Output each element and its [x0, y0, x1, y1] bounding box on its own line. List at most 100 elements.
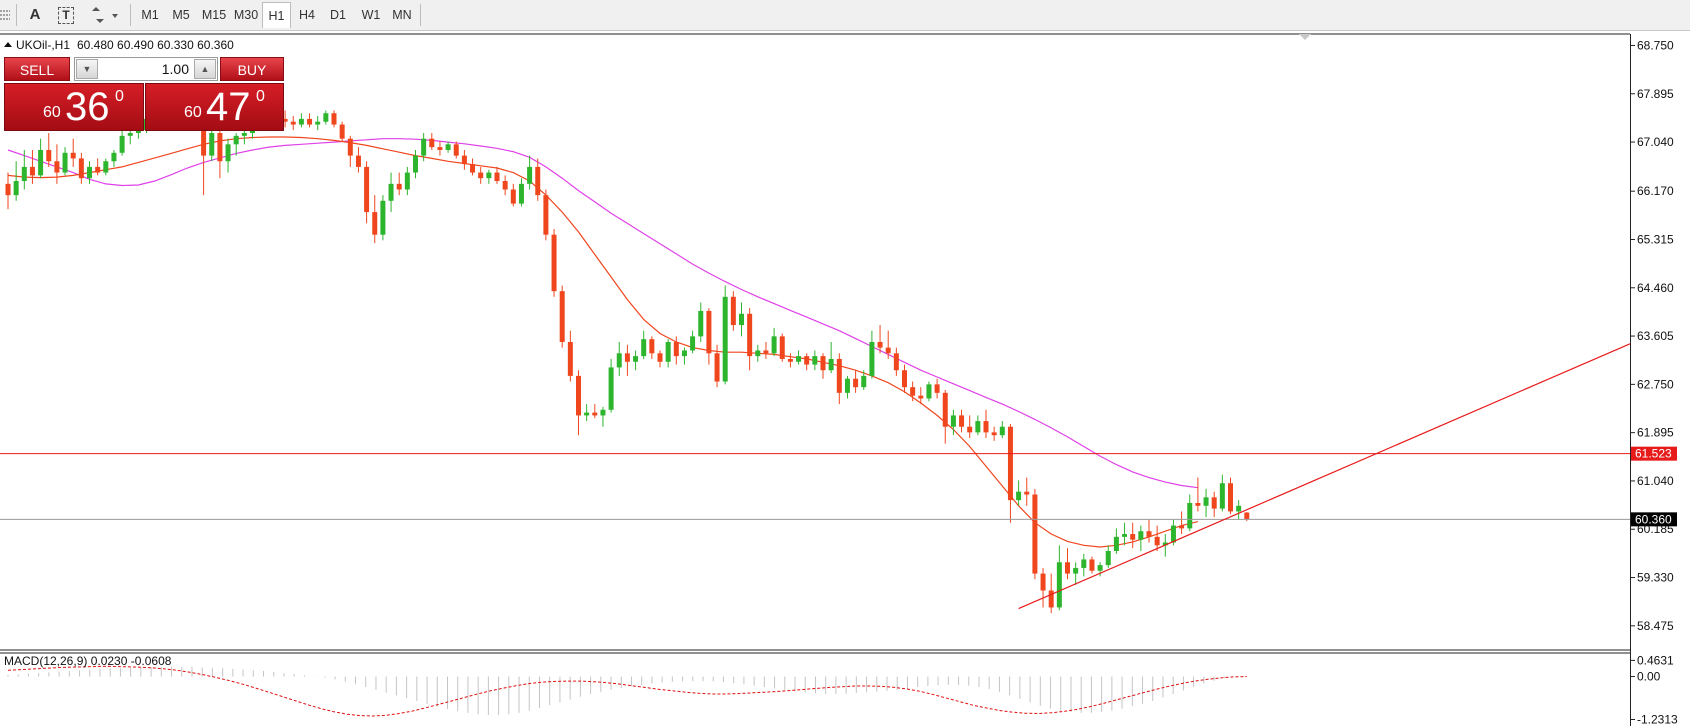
- tf-h1[interactable]: H1: [262, 2, 291, 28]
- candle-body: [999, 426, 1005, 436]
- candle-body: [763, 350, 769, 354]
- candle-body: [836, 358, 842, 393]
- candles: [5, 101, 1250, 614]
- candle-body: [209, 133, 215, 156]
- candle: [902, 364, 907, 393]
- candle-body: [364, 166, 370, 213]
- candle: [1105, 545, 1111, 568]
- candle-body: [975, 421, 981, 433]
- candle: [413, 149, 418, 179]
- tf-h4[interactable]: H4: [299, 8, 315, 22]
- candle: [885, 330, 891, 359]
- candle-body: [779, 336, 785, 359]
- candle: [1154, 525, 1160, 551]
- candle: [453, 141, 459, 159]
- price-tick-label: 58.475: [1637, 619, 1674, 633]
- toolbar-separator: [16, 4, 17, 26]
- candle-body: [38, 149, 44, 176]
- increase-arrow-icon[interactable]: ▲: [194, 59, 216, 79]
- sell-price-box[interactable]: 60 36 0: [4, 83, 144, 131]
- tf-w1[interactable]: W1: [361, 8, 381, 22]
- candle-body: [665, 342, 671, 362]
- candle: [657, 350, 663, 368]
- tf-m1[interactable]: M1: [141, 8, 159, 22]
- candle-body: [950, 415, 956, 427]
- candle: [812, 350, 818, 371]
- candle-body: [959, 415, 965, 427]
- lot-size-field[interactable]: ▼ 1.00 ▲: [74, 57, 218, 81]
- candle-body: [1146, 531, 1152, 537]
- buy-button[interactable]: BUY: [220, 57, 284, 81]
- candle: [1195, 477, 1201, 512]
- price-labels: 61.523 60.360: [1631, 446, 1677, 527]
- candle: [315, 116, 321, 131]
- horizontal-line-price-label-bg: [1631, 446, 1677, 461]
- tf-m30[interactable]: M30: [233, 8, 259, 22]
- candle: [763, 342, 769, 359]
- buy-price-box[interactable]: 60 47 0: [145, 83, 284, 131]
- trendline-line[interactable]: [1018, 343, 1631, 610]
- candle-body: [551, 234, 557, 292]
- candle: [747, 308, 753, 371]
- candle-body: [87, 166, 92, 179]
- decrease-arrow-icon[interactable]: ▼: [76, 59, 98, 79]
- tf-d1[interactable]: D1: [330, 8, 346, 22]
- price-chart[interactable]: 68.750 67.895 67.040 66.170 65.315 64.460 63.6…: [0, 31, 1690, 726]
- candle-body: [29, 166, 35, 176]
- candle: [527, 155, 533, 190]
- candle: [828, 342, 834, 374]
- tf-m5[interactable]: M5: [172, 8, 190, 22]
- candle: [665, 339, 671, 368]
- candle-body: [1203, 497, 1209, 506]
- price-tick-label: 61.040: [1637, 474, 1674, 488]
- candle-body: [315, 121, 321, 125]
- candle-body: [584, 412, 590, 416]
- candle: [592, 404, 598, 419]
- shift-marker-icon[interactable]: [1299, 34, 1311, 40]
- sell-button[interactable]: SELL: [4, 57, 70, 81]
- candle: [1228, 477, 1233, 515]
- candle: [600, 406, 606, 427]
- toolbar: A T M1 M5 M15 M30 H1 H4 D1 W1 MN: [0, 0, 1690, 31]
- candle-body: [787, 358, 793, 362]
- candle: [844, 375, 850, 399]
- lot-size-value[interactable]: 1.00: [161, 61, 189, 77]
- label-tool-button[interactable]: T: [54, 3, 78, 27]
- sell-price-prefix: 60: [43, 104, 61, 121]
- candle-body: [918, 395, 924, 399]
- horizontal-line[interactable]: [0, 453, 1630, 520]
- candle: [1146, 519, 1152, 543]
- candle-body: [739, 313, 744, 326]
- candle: [1073, 562, 1079, 585]
- candle: [347, 135, 353, 167]
- candle: [771, 327, 777, 357]
- crosshair-icon[interactable]: [0, 3, 14, 27]
- candle-body: [1065, 562, 1070, 574]
- arrows-tool-button[interactable]: [86, 3, 122, 27]
- candle: [5, 172, 11, 210]
- candle: [510, 183, 516, 207]
- trendline[interactable]: [1018, 343, 1631, 610]
- moving-averages: [7, 136, 1199, 548]
- candle-body: [413, 155, 418, 173]
- candle: [70, 138, 76, 167]
- candle: [339, 121, 345, 142]
- candle: [1032, 488, 1038, 580]
- tf-mn[interactable]: MN: [392, 8, 412, 22]
- tf-m15[interactable]: M15: [201, 8, 227, 22]
- candle-body: [46, 149, 52, 162]
- one-click-trading-panel: SELL ▼ 1.00 ▲ BUY 60 36 0 60 47 0: [4, 57, 284, 131]
- text-tool-button[interactable]: A: [24, 3, 46, 27]
- candle: [804, 353, 810, 371]
- candle: [1007, 423, 1013, 523]
- candle-body: [771, 336, 777, 354]
- candle-body: [388, 183, 394, 201]
- candle-body: [730, 296, 736, 326]
- candle-body: [755, 350, 761, 357]
- candle-body: [445, 144, 451, 150]
- candle: [796, 350, 802, 365]
- candle-body: [576, 375, 581, 416]
- collapse-triangle-icon[interactable]: [4, 42, 12, 47]
- candle-body: [380, 200, 386, 235]
- price-tick-label: 63.605: [1637, 329, 1674, 343]
